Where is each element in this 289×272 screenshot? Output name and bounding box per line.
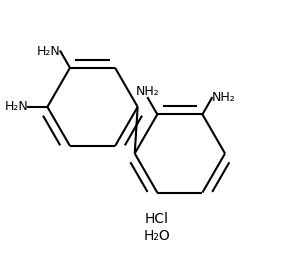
Text: NH₂: NH₂ bbox=[212, 91, 236, 104]
Text: H₂N: H₂N bbox=[37, 45, 60, 58]
Text: HCl: HCl bbox=[144, 212, 168, 226]
Text: NH₂: NH₂ bbox=[136, 85, 160, 98]
Text: H₂O: H₂O bbox=[143, 230, 170, 243]
Text: H₂N: H₂N bbox=[5, 100, 28, 113]
